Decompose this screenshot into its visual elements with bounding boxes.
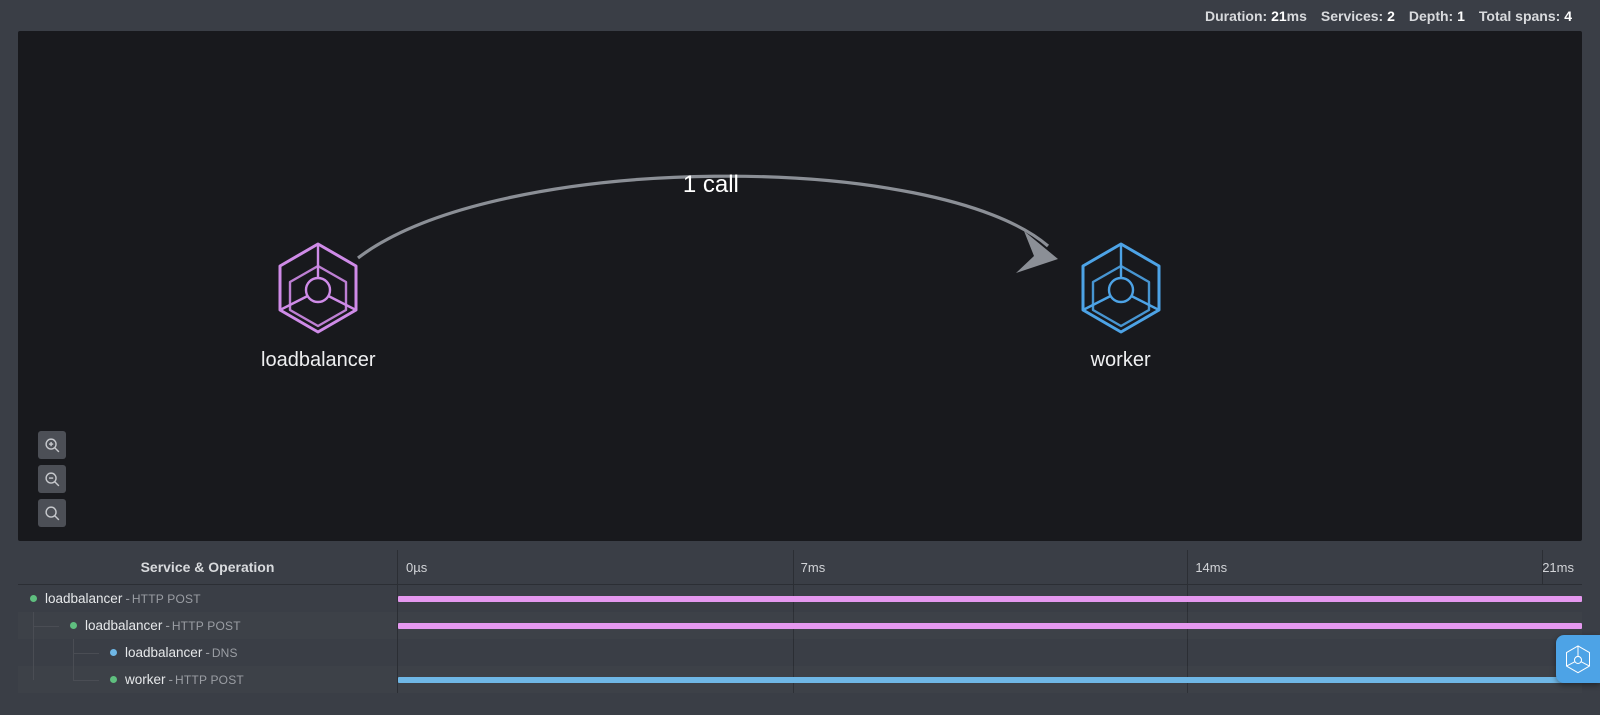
span-operation-name: HTTP POST (132, 592, 201, 606)
span-timeline: Service & Operation 0µs 7ms 14ms 21ms loadb… (18, 550, 1582, 715)
timeline-tick: 0µs (398, 550, 427, 584)
span-bar[interactable] (398, 677, 1582, 683)
zoom-out-button[interactable] (38, 465, 66, 493)
stat-services-label: Services: (1321, 8, 1383, 24)
timeline-tick-label: 0µs (398, 560, 427, 575)
stat-duration-label: Duration: (1205, 8, 1267, 24)
span-row-right (398, 639, 1582, 666)
node-loadbalancer[interactable] (276, 240, 360, 334)
span-row-right (398, 612, 1582, 639)
timeline-tick-label: 7ms (793, 560, 826, 575)
node-worker[interactable] (1079, 240, 1163, 334)
node-worker-label: worker (1091, 349, 1151, 372)
span-separator: - (165, 618, 170, 633)
span-color-dot (110, 676, 117, 683)
span-operation-name: HTTP POST (175, 673, 244, 687)
timeline-rows: loadbalancer-HTTP POSTloadbalancer-HTTP … (18, 585, 1582, 693)
cube-icon (1563, 644, 1593, 674)
stat-duration-unit: ms (1287, 8, 1307, 24)
graph-toggle-button[interactable] (1556, 635, 1600, 683)
span-row-right (398, 666, 1582, 693)
zoom-reset-icon (44, 505, 61, 522)
span-color-dot (110, 649, 117, 656)
stat-duration: Duration: 21ms (1205, 8, 1307, 24)
span-color-dot (70, 622, 77, 629)
span-separator: - (205, 645, 210, 660)
stat-spans-label: Total spans: (1479, 8, 1560, 24)
timeline-header: Service & Operation 0µs 7ms 14ms 21ms (18, 550, 1582, 585)
timeline-tick-label: 14ms (1187, 560, 1227, 575)
span-row-left: loadbalancer-HTTP POST (18, 585, 398, 612)
span-service-name: loadbalancer (85, 618, 162, 633)
stat-depth-label: Depth: (1409, 8, 1453, 24)
span-row[interactable]: loadbalancer-DNS (18, 639, 1582, 666)
stat-total-spans: Total spans: 4 (1479, 8, 1572, 24)
timeline-header-left: Service & Operation (18, 550, 398, 584)
span-row[interactable]: worker-HTTP POST (18, 666, 1582, 693)
span-operation-name: DNS (212, 646, 238, 660)
span-bar[interactable] (398, 596, 1582, 602)
zoom-controls (38, 431, 66, 527)
span-separator: - (169, 672, 174, 687)
trace-stats-bar: Duration: 21ms Services: 2 Depth: 1 Tota… (0, 0, 1600, 31)
span-separator: - (125, 591, 130, 606)
zoom-out-icon (44, 471, 61, 488)
span-operation-name: HTTP POST (172, 619, 241, 633)
service-graph-svg (18, 31, 1582, 541)
span-bar[interactable] (398, 623, 1582, 629)
span-service-name: loadbalancer (125, 645, 202, 660)
span-row-left: worker-HTTP POST (18, 666, 398, 693)
span-row-left: loadbalancer-HTTP POST (18, 612, 398, 639)
node-loadbalancer-label: loadbalancer (261, 349, 376, 372)
timeline-tick: 14ms (1187, 550, 1227, 584)
span-row-left: loadbalancer-DNS (18, 639, 398, 666)
zoom-reset-button[interactable] (38, 499, 66, 527)
stat-depth: Depth: 1 (1409, 8, 1465, 24)
span-service-name: loadbalancer (45, 591, 122, 606)
stat-depth-value: 1 (1457, 8, 1465, 24)
timeline-tick: 21ms (1542, 550, 1582, 584)
span-row-right (398, 585, 1582, 612)
timeline-tick: 7ms (793, 550, 826, 584)
stat-services-value: 2 (1387, 8, 1395, 24)
timeline-tick-label: 21ms (1542, 560, 1582, 575)
span-row[interactable]: loadbalancer-HTTP POST (18, 612, 1582, 639)
stat-spans-value: 4 (1564, 8, 1572, 24)
service-graph-panel[interactable]: 1 call loadbalancer worker (18, 31, 1582, 541)
span-row[interactable]: loadbalancer-HTTP POST (18, 585, 1582, 612)
stat-services: Services: 2 (1321, 8, 1395, 24)
zoom-in-button[interactable] (38, 431, 66, 459)
stat-duration-value: 21 (1271, 8, 1287, 24)
zoom-in-icon (44, 437, 61, 454)
span-service-name: worker (125, 672, 166, 687)
timeline-header-ticks: 0µs 7ms 14ms 21ms (398, 550, 1582, 584)
edge-label: 1 call (683, 171, 739, 199)
span-color-dot (30, 595, 37, 602)
